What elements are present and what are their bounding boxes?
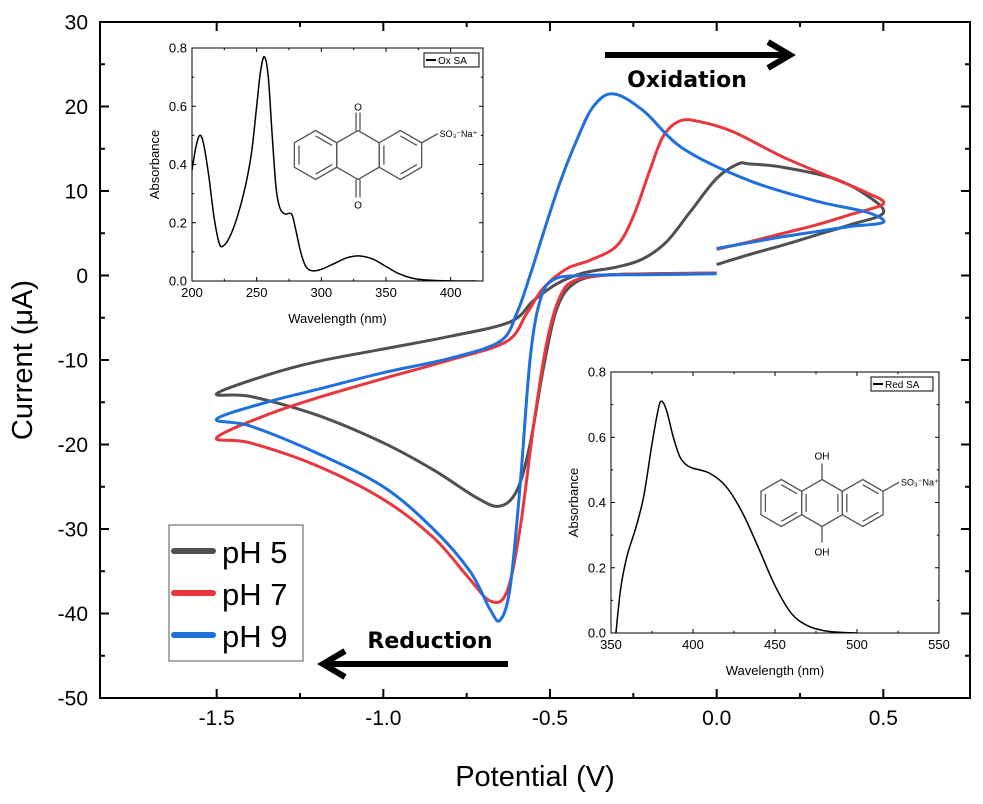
structure-label-top: OH: [815, 452, 830, 463]
y-tick-label: 0.0: [169, 274, 187, 289]
y-axis-title: Current (μA): [7, 280, 39, 440]
y-tick-label: 20: [65, 96, 88, 119]
double-bond: [862, 511, 879, 522]
y-tick-label: 0.4: [169, 157, 187, 172]
y-tick-label: -10: [58, 350, 88, 373]
y-tick-label: -50: [58, 688, 88, 711]
y-tick-label: 0.0: [588, 626, 606, 641]
inset-legend-label: Red SA: [885, 380, 920, 391]
x-axis-title: Wavelength (nm): [288, 311, 387, 326]
x-tick-label: -1.5: [199, 707, 235, 730]
inset-legend-box: [870, 376, 934, 392]
series-line-ph-9: [215, 92, 886, 623]
x-tick-label: 250: [246, 285, 268, 300]
legend-label: pH 9: [222, 619, 287, 654]
y-tick-label: 0.4: [588, 495, 606, 510]
y-tick-label: 0.8: [588, 365, 606, 380]
x-tick-label: 400: [682, 637, 704, 652]
x-axis-title: Potential (V): [455, 761, 615, 793]
substituent-bond: [421, 133, 438, 144]
double-bond: [780, 511, 798, 522]
y-tick-label: 0: [76, 265, 88, 288]
reduction-arrow-head-icon: [317, 648, 347, 680]
x-tick-label: -0.5: [532, 707, 568, 730]
series-line-ox-sa: [192, 55, 477, 281]
structure-label-bottom: OH: [815, 548, 830, 559]
x-tick-label: 550: [928, 637, 950, 652]
double-bond: [400, 163, 418, 175]
substituent-bond: [882, 481, 900, 492]
x-tick-label: 300: [310, 285, 332, 300]
x-tick-label: 0.0: [702, 707, 731, 730]
y-tick-label: 0.6: [169, 99, 187, 114]
inset-legend-box: [423, 52, 480, 68]
double-bond: [315, 135, 333, 147]
y-tick-label: 10: [65, 181, 88, 204]
double-bond: [862, 484, 879, 495]
y-tick-label: 0.2: [169, 215, 187, 230]
plot-frame: [191, 47, 484, 282]
oxidation-label: Oxidation: [627, 68, 747, 93]
double-bond: [780, 484, 798, 495]
inset-chart-1: 200 250 300 350 400 0.0 0.2 0.4 0.6 0.8 Wavelength…: [147, 41, 484, 326]
x-tick-label: 0.5: [869, 707, 898, 730]
legend-label: pH 7: [222, 577, 287, 612]
structure-label-top: O: [354, 103, 362, 114]
molecule-structure: OH OH SO₃⁻Na⁺: [760, 452, 939, 559]
x-axis-title: Wavelength (nm): [726, 663, 825, 678]
legend: pH 5 pH 7 pH 9: [168, 524, 304, 662]
structure-label-substituent: SO₃⁻Na⁺: [440, 129, 478, 139]
series-line-red-sa: [615, 400, 858, 633]
y-tick-label: 30: [65, 12, 88, 35]
structure-label-substituent: SO₃⁻Na⁺: [901, 477, 939, 487]
x-tick-label: 200: [181, 285, 203, 300]
y-axis-title: Absorbance: [566, 468, 581, 537]
plot-frame: [610, 371, 940, 634]
double-bond: [315, 163, 333, 175]
reduction-label: Reduction: [367, 629, 492, 654]
y-axis-title: Absorbance: [147, 130, 162, 199]
structure-label-bottom: O: [354, 201, 362, 212]
molecule-structure: O O SO₃⁻Na⁺: [293, 103, 478, 212]
annotations: Oxidation Reduction: [317, 39, 796, 680]
x-tick-label: 400: [440, 285, 462, 300]
y-tick-label: -20: [58, 434, 88, 457]
x-tick-label: 500: [846, 637, 868, 652]
x-tick-label: -1.0: [365, 707, 401, 730]
y-tick-label: -30: [58, 519, 88, 542]
y-tick-label: 0.8: [169, 41, 187, 56]
inset-legend-label: Ox SA: [438, 56, 467, 67]
y-tick-label: 0.6: [588, 430, 606, 445]
x-tick-label: 350: [375, 285, 397, 300]
x-tick-label: 450: [764, 637, 786, 652]
y-tick-label: -40: [58, 603, 88, 626]
inset-chart-2: 350 400 450 500 550 0.0 0.2 0.4 0.6 0.8 Wavelength…: [566, 365, 950, 678]
oxidation-arrow-head-icon: [766, 39, 796, 71]
x-tick-label: 350: [600, 637, 622, 652]
double-bond: [400, 135, 418, 147]
y-tick-label: 0.2: [588, 560, 606, 575]
legend-label: pH 5: [222, 535, 287, 570]
